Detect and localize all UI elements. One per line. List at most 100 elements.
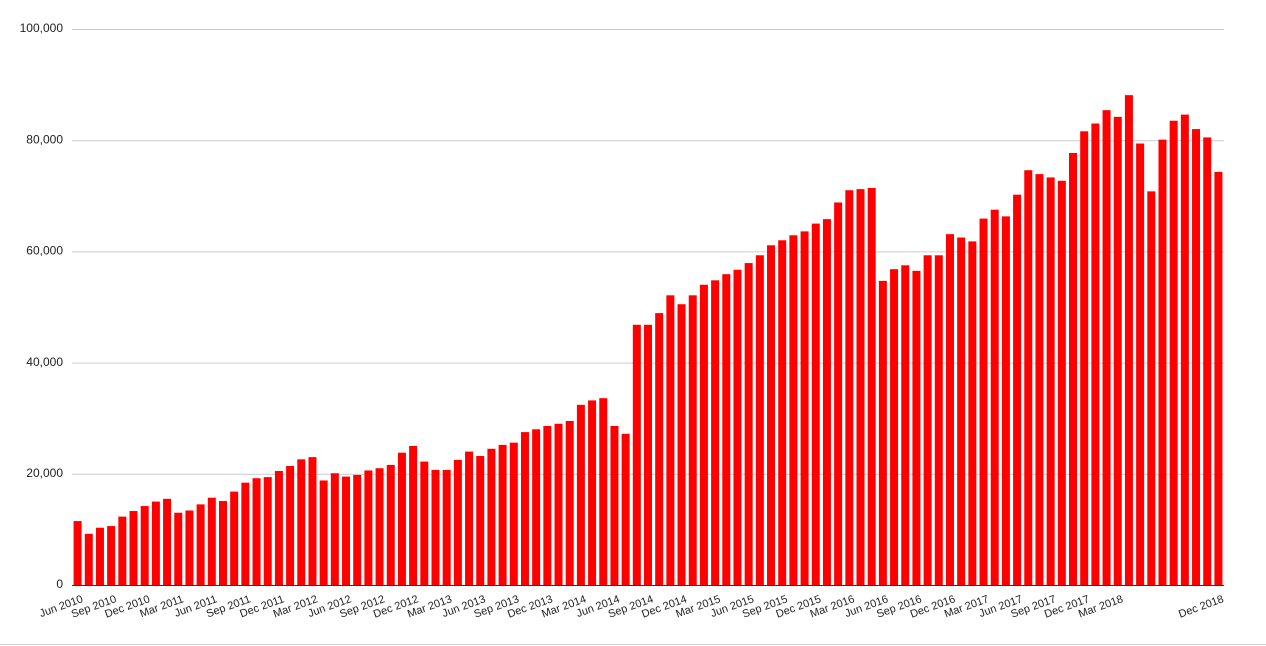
bar (420, 461, 429, 585)
bar (1192, 129, 1201, 585)
bar (196, 504, 205, 585)
bar (856, 189, 865, 586)
bar (252, 478, 261, 585)
bar (241, 482, 250, 585)
bar (599, 398, 608, 585)
y-tick-label: 20,000 (26, 466, 63, 480)
bar (632, 324, 641, 585)
bar (644, 324, 652, 585)
bar (230, 491, 239, 585)
bar (1057, 180, 1066, 585)
y-tick-label: 0 (56, 577, 63, 591)
bar (744, 263, 753, 585)
bar (509, 442, 518, 585)
bar (655, 313, 664, 585)
bar (409, 446, 418, 585)
bar (107, 526, 116, 585)
bar (319, 480, 328, 585)
bar (778, 240, 787, 585)
bar (755, 255, 764, 586)
bar (476, 456, 485, 585)
bar (923, 255, 932, 586)
bar (342, 476, 351, 585)
bar (610, 425, 619, 585)
bar (140, 506, 149, 585)
x-tick-label: Dec 2018 (1177, 593, 1225, 620)
y-tick-label: 80,000 (26, 132, 63, 146)
bar (1091, 123, 1100, 586)
bar (621, 433, 630, 585)
bar (677, 304, 686, 585)
bar (1147, 191, 1156, 586)
y-tick-label: 40,000 (26, 355, 63, 369)
bar (174, 512, 183, 585)
bar (118, 516, 127, 585)
bar (453, 459, 462, 585)
bar (73, 521, 82, 585)
y-tick-label: 100,000 (20, 21, 64, 35)
bar (465, 451, 474, 585)
bar (84, 533, 93, 585)
bar (957, 237, 966, 585)
bar (990, 209, 999, 585)
bar (901, 265, 910, 585)
bar (1001, 216, 1010, 585)
bar (498, 444, 507, 585)
bar (386, 464, 395, 585)
bar (878, 280, 887, 585)
bar (811, 223, 820, 585)
bar (375, 468, 384, 585)
bar (330, 473, 339, 585)
bar (722, 274, 731, 585)
bar (297, 459, 306, 585)
bar (822, 219, 831, 586)
bar (532, 429, 541, 585)
bar (688, 295, 697, 585)
y-tick-label: 60,000 (26, 244, 63, 258)
bar (890, 269, 899, 585)
bar (1169, 120, 1178, 586)
bar (800, 231, 809, 585)
bar (218, 501, 227, 585)
bar (588, 400, 597, 585)
bar (1113, 116, 1122, 586)
bar (543, 425, 552, 585)
bar (1180, 114, 1189, 586)
bar (979, 218, 988, 585)
bar (554, 423, 563, 585)
bar (666, 295, 675, 585)
bar (163, 498, 172, 585)
bar (1046, 177, 1055, 585)
bar (1124, 95, 1133, 585)
bar (733, 269, 742, 585)
bar (934, 255, 943, 586)
bar (576, 404, 585, 585)
bar (151, 501, 160, 585)
bar (1102, 110, 1111, 586)
bar (912, 270, 921, 585)
bar (1024, 170, 1033, 585)
bar (1214, 171, 1223, 585)
bar (1136, 143, 1145, 585)
bar (767, 245, 776, 585)
bar (129, 511, 138, 585)
bar (520, 432, 529, 585)
bar (1013, 194, 1022, 586)
bar (1080, 131, 1089, 585)
bar (308, 457, 317, 585)
bar (95, 527, 104, 585)
bar (431, 469, 440, 585)
bar (711, 280, 720, 585)
bar (867, 188, 876, 586)
bar (364, 470, 373, 585)
bar (397, 452, 406, 585)
bar (442, 469, 451, 585)
bar (185, 510, 194, 585)
bar (945, 234, 954, 585)
bar (487, 448, 496, 585)
bar (274, 471, 283, 585)
bar (845, 190, 854, 586)
bar (1069, 152, 1078, 585)
